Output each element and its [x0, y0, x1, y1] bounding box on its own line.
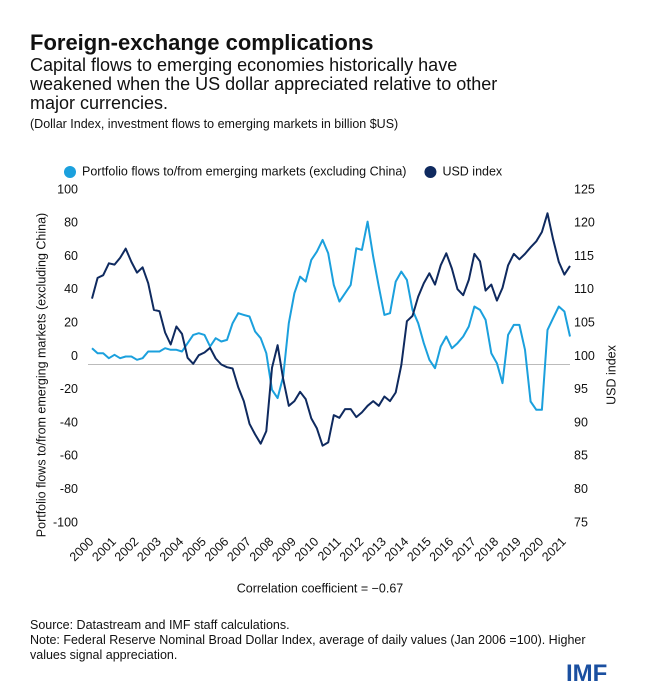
y-tick-label: -20: [60, 382, 78, 396]
legend-marker: [64, 166, 76, 178]
y2-tick-label: 80: [574, 482, 588, 496]
annotation: Correlation coefficient = −0.67: [237, 581, 404, 595]
y-tick-label: -80: [60, 482, 78, 496]
x-tick-label: 2008: [247, 535, 277, 565]
y-tick-label: 80: [64, 216, 78, 230]
y-tick-label: 100: [57, 182, 78, 196]
y-tick-label: 20: [64, 315, 78, 329]
x-tick-label: 2017: [449, 535, 479, 565]
y-tick-label: 40: [64, 282, 78, 296]
y2-tick-label: 120: [574, 216, 595, 230]
x-tick-label: 2007: [224, 535, 254, 565]
legend-label: Portfolio flows to/from emerging markets…: [82, 164, 406, 178]
x-tick-label: 2014: [382, 535, 412, 565]
x-tick-label: 2018: [472, 535, 502, 565]
x-tick-label: 2021: [539, 535, 569, 565]
legend-label: USD index: [442, 164, 502, 178]
y-tick-label: -40: [60, 415, 78, 429]
x-tick-label: 2019: [494, 535, 524, 565]
y2-tick-label: 90: [574, 415, 588, 429]
y2-tick-label: 75: [574, 515, 588, 529]
x-tick-label: 2003: [134, 535, 164, 565]
x-tick-label: 2006: [202, 535, 232, 565]
x-tick-label: 2005: [179, 535, 209, 565]
x-tick-label: 2020: [517, 535, 547, 565]
y2-tick-label: 105: [574, 315, 595, 329]
x-tick-label: 2000: [67, 535, 97, 565]
x-tick-label: 2013: [359, 535, 389, 565]
units-note: (Dollar Index, investment flows to emerg…: [30, 117, 399, 131]
x-tick-label: 2016: [427, 535, 457, 565]
header: Foreign-exchange complications Capital f…: [30, 30, 500, 131]
y-axis-label: Portfolio flows to/from emerging markets…: [34, 213, 48, 537]
y-tick-label: 0: [71, 349, 78, 363]
x-tick-label: 2002: [112, 535, 142, 565]
x-tick-label: 2010: [292, 535, 322, 565]
x-tick-label: 2015: [404, 535, 434, 565]
y2-tick-label: 85: [574, 449, 588, 463]
series-line: [91, 212, 571, 447]
chart: Correlation coefficient = −0.67 Portfoli…: [34, 164, 618, 595]
subtitle: Capital flows to emerging economies hist…: [30, 55, 498, 113]
x-tick-label: 2009: [269, 535, 299, 565]
y2-tick-label: 115: [574, 249, 594, 263]
y2-axis-label: USD index: [604, 344, 618, 404]
y-tick-label: -60: [60, 449, 78, 463]
y-tick-label: -100: [53, 515, 78, 529]
x-tick-label: 2001: [89, 535, 119, 565]
y2-tick-label: 100: [574, 349, 595, 363]
title: Foreign-exchange complications: [30, 30, 374, 55]
source: Source: Datastream and IMF staff calcula…: [30, 618, 290, 632]
x-tick-label: 2012: [337, 535, 367, 565]
x-tick-label: 2011: [315, 535, 344, 564]
y2-tick-label: 110: [574, 282, 594, 296]
note: Note: Federal Reserve Nominal Broad Doll…: [30, 633, 586, 662]
footer: Source: Datastream and IMF staff calcula…: [30, 618, 610, 663]
series-line: [91, 220, 571, 411]
y-tick-label: 60: [64, 249, 78, 263]
legend-marker: [424, 166, 437, 178]
x-tick-label: 2004: [157, 535, 187, 565]
logo: IMF: [566, 660, 608, 687]
y2-tick-label: 125: [574, 182, 595, 196]
y2-tick-label: 95: [574, 382, 588, 396]
